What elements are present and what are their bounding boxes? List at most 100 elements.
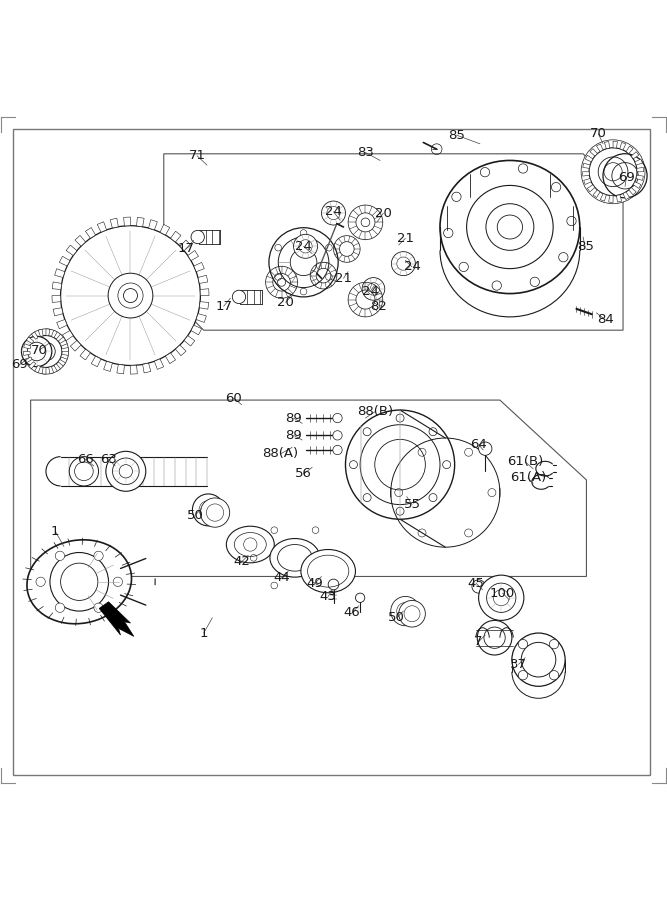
Polygon shape bbox=[635, 159, 642, 165]
Circle shape bbox=[391, 597, 420, 626]
Circle shape bbox=[55, 603, 65, 612]
Polygon shape bbox=[103, 361, 113, 372]
Polygon shape bbox=[63, 330, 73, 340]
Text: 50: 50 bbox=[388, 611, 405, 625]
Circle shape bbox=[429, 428, 437, 436]
Text: 24: 24 bbox=[295, 239, 312, 253]
Text: 85: 85 bbox=[577, 240, 594, 254]
Circle shape bbox=[399, 600, 426, 627]
Text: 66: 66 bbox=[77, 453, 94, 466]
Text: 69: 69 bbox=[618, 171, 635, 184]
Polygon shape bbox=[636, 176, 644, 180]
Polygon shape bbox=[38, 329, 43, 337]
Polygon shape bbox=[171, 231, 181, 242]
Polygon shape bbox=[99, 602, 134, 636]
Polygon shape bbox=[117, 364, 125, 373]
Polygon shape bbox=[623, 192, 630, 200]
Circle shape bbox=[333, 446, 342, 454]
Circle shape bbox=[333, 413, 342, 423]
Text: 37: 37 bbox=[510, 658, 527, 670]
Text: 89: 89 bbox=[285, 411, 302, 425]
Polygon shape bbox=[588, 184, 595, 192]
Polygon shape bbox=[180, 240, 191, 251]
Text: 17: 17 bbox=[215, 300, 232, 312]
Polygon shape bbox=[55, 269, 65, 277]
Circle shape bbox=[392, 252, 416, 275]
Polygon shape bbox=[56, 334, 63, 341]
Circle shape bbox=[429, 493, 437, 501]
Polygon shape bbox=[57, 320, 67, 328]
Polygon shape bbox=[42, 367, 46, 374]
Polygon shape bbox=[199, 302, 209, 310]
Circle shape bbox=[363, 493, 371, 501]
Circle shape bbox=[550, 670, 559, 680]
Polygon shape bbox=[620, 142, 626, 150]
Text: 42: 42 bbox=[233, 555, 250, 568]
Polygon shape bbox=[80, 349, 91, 360]
Polygon shape bbox=[91, 356, 101, 367]
Polygon shape bbox=[143, 363, 151, 373]
Polygon shape bbox=[194, 263, 204, 272]
Polygon shape bbox=[633, 182, 641, 188]
Text: 55: 55 bbox=[404, 498, 420, 511]
Text: 50: 50 bbox=[187, 508, 203, 522]
Polygon shape bbox=[196, 314, 206, 322]
Text: 61(B): 61(B) bbox=[507, 455, 544, 469]
Text: 61(A): 61(A) bbox=[510, 472, 546, 484]
Text: 70: 70 bbox=[590, 127, 607, 140]
Circle shape bbox=[232, 291, 245, 303]
Circle shape bbox=[350, 461, 358, 469]
Text: 45: 45 bbox=[468, 577, 484, 590]
Circle shape bbox=[530, 277, 540, 286]
Circle shape bbox=[293, 234, 317, 258]
Polygon shape bbox=[631, 152, 639, 158]
Circle shape bbox=[113, 577, 123, 587]
Polygon shape bbox=[25, 357, 32, 363]
Circle shape bbox=[581, 140, 645, 203]
Circle shape bbox=[200, 498, 229, 527]
Circle shape bbox=[518, 640, 528, 649]
Circle shape bbox=[567, 216, 576, 226]
Text: 20: 20 bbox=[375, 206, 392, 220]
Ellipse shape bbox=[27, 540, 131, 624]
Circle shape bbox=[459, 262, 468, 272]
Polygon shape bbox=[154, 359, 163, 369]
Text: 24: 24 bbox=[325, 205, 342, 218]
Polygon shape bbox=[165, 353, 175, 364]
Circle shape bbox=[479, 442, 492, 455]
Polygon shape bbox=[593, 190, 600, 197]
Text: 56: 56 bbox=[295, 467, 312, 481]
Circle shape bbox=[36, 577, 45, 587]
Polygon shape bbox=[616, 194, 622, 202]
Text: 43: 43 bbox=[319, 590, 337, 603]
Polygon shape bbox=[582, 172, 590, 176]
Polygon shape bbox=[61, 355, 68, 359]
Ellipse shape bbox=[440, 160, 580, 293]
Ellipse shape bbox=[270, 538, 320, 577]
Text: 24: 24 bbox=[404, 260, 420, 274]
Circle shape bbox=[333, 431, 342, 440]
Circle shape bbox=[478, 620, 512, 655]
Polygon shape bbox=[60, 340, 67, 346]
Circle shape bbox=[552, 183, 561, 192]
Polygon shape bbox=[184, 336, 195, 346]
Polygon shape bbox=[198, 275, 208, 284]
Circle shape bbox=[444, 229, 453, 238]
Polygon shape bbox=[49, 366, 54, 373]
Circle shape bbox=[472, 580, 486, 593]
Polygon shape bbox=[110, 218, 118, 228]
Polygon shape bbox=[29, 362, 36, 369]
Circle shape bbox=[321, 201, 346, 225]
Circle shape bbox=[192, 494, 224, 526]
Circle shape bbox=[123, 289, 137, 302]
Polygon shape bbox=[137, 217, 144, 227]
Text: 82: 82 bbox=[370, 301, 388, 313]
Text: 89: 89 bbox=[285, 429, 302, 442]
Text: 21: 21 bbox=[397, 232, 414, 245]
Polygon shape bbox=[31, 332, 38, 339]
Circle shape bbox=[106, 451, 146, 491]
Polygon shape bbox=[27, 337, 34, 344]
Polygon shape bbox=[131, 365, 137, 374]
Text: 63: 63 bbox=[100, 453, 117, 466]
Text: 17: 17 bbox=[177, 242, 194, 256]
